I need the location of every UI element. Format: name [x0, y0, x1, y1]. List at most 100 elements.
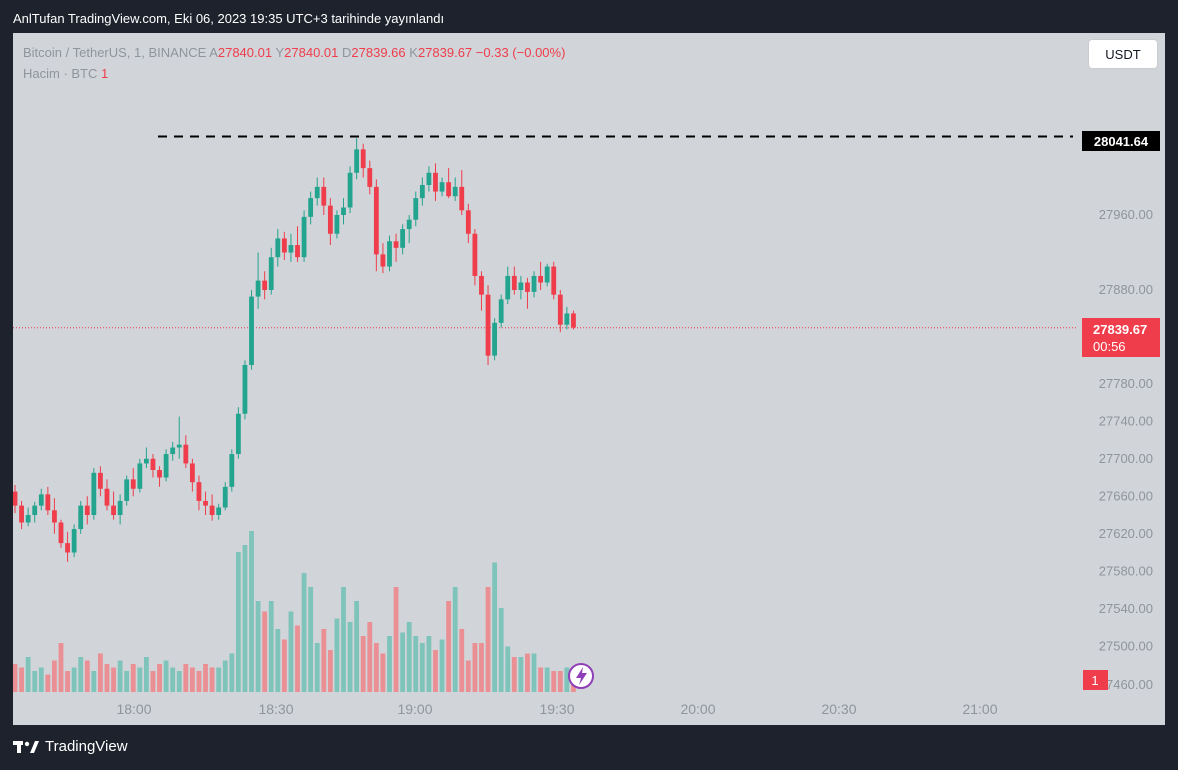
tradingview-footer[interactable]: TradingView — [13, 738, 128, 755]
y-tick-label: 27880.00 — [1099, 282, 1153, 297]
y-tick-label: 27540.00 — [1099, 601, 1153, 616]
volume-bar — [104, 664, 110, 692]
volume-bar — [45, 674, 51, 692]
candle-body — [367, 168, 373, 187]
candle-body — [52, 510, 57, 523]
volume-bar — [235, 552, 241, 692]
candle-body — [373, 186, 379, 255]
candle-body — [472, 233, 478, 276]
candle-body — [144, 458, 149, 464]
volume-bar — [347, 622, 353, 692]
chart-panel[interactable]: 27460.00 27500.00 27540.00 27580.00 27620.00… — [13, 33, 1165, 725]
candle-body — [203, 500, 208, 506]
last-price-tag — [1082, 318, 1160, 357]
candle-body — [511, 275, 517, 290]
candle-body — [465, 210, 471, 234]
volume-tag-label: 1 — [1091, 673, 1098, 688]
volume-bar — [498, 608, 504, 692]
volume-bar — [426, 636, 432, 692]
volume-bar — [38, 667, 44, 692]
candle-body — [84, 505, 90, 515]
candle-body — [222, 486, 228, 508]
low-value: 27839.66 — [351, 45, 406, 60]
low-label: D — [342, 45, 352, 60]
candle-body — [124, 479, 130, 501]
volume-bar — [452, 587, 458, 692]
candle-body — [439, 182, 445, 192]
volume-bar — [144, 657, 149, 692]
candle-body — [157, 470, 162, 478]
candle-body — [479, 275, 484, 295]
volume-label[interactable]: Hacim · BTC — [23, 66, 98, 81]
high-price-label: 28041.64 — [1094, 134, 1149, 149]
x-tick-label: 21:00 — [962, 701, 997, 717]
candle-body — [117, 500, 123, 515]
candle-body — [189, 463, 195, 483]
candle-body — [249, 296, 254, 365]
volume-bar — [25, 657, 31, 692]
y-tick-label: 27780.00 — [1099, 376, 1153, 391]
y-tick-label: 27960.00 — [1099, 207, 1153, 222]
candle-body — [216, 507, 222, 515]
volume-tag — [1083, 670, 1108, 690]
volume-bar — [98, 653, 103, 692]
publish-header: AnlTufan TradingView.com, Eki 06, 2023 1… — [13, 11, 445, 26]
close-value: 27839.67 — [417, 45, 473, 60]
volume-bar — [216, 667, 222, 692]
candle-body — [255, 280, 261, 297]
candle-body — [419, 185, 425, 199]
candle-body — [492, 322, 498, 356]
volume-bar — [321, 629, 327, 692]
candle-body — [459, 186, 465, 211]
currency-button[interactable]: USDT — [1088, 39, 1158, 69]
candle-body — [295, 245, 300, 258]
volume-bar — [196, 671, 202, 692]
volume-value: 1 — [101, 66, 109, 81]
volume-bar — [242, 545, 248, 692]
y-tick-label: 27620.00 — [1099, 526, 1153, 541]
candle-body — [268, 257, 274, 290]
candle-body — [150, 458, 156, 470]
volume-bar — [393, 587, 399, 692]
volume-bar — [288, 611, 294, 692]
volume-bar — [249, 531, 254, 692]
candlestick-chart[interactable]: 27460.00 27500.00 27540.00 27580.00 27620.00… — [13, 33, 1165, 725]
volume-bar — [419, 643, 425, 692]
volume-bar — [531, 653, 537, 692]
volume-bar — [538, 667, 543, 692]
volume-bar — [170, 667, 176, 692]
candle-body — [557, 294, 563, 325]
x-tick-label: 20:00 — [680, 701, 715, 717]
volume-bar — [137, 667, 143, 692]
volume-bar — [505, 646, 511, 692]
candle-body — [426, 172, 432, 185]
candle-body — [531, 275, 537, 292]
candle-body — [111, 505, 116, 515]
symbol-name[interactable]: Bitcoin / TetherUS, 1, BINANCE — [23, 45, 207, 60]
volume-bar — [229, 653, 235, 692]
candle-body — [347, 172, 353, 208]
candle-body — [301, 216, 307, 258]
candle-body — [288, 245, 294, 253]
volume-bar — [32, 671, 38, 692]
volume-bar — [459, 629, 465, 692]
y-tick-label: 27740.00 — [1099, 413, 1153, 428]
volume-bar — [557, 671, 563, 692]
open-value: 27840.01 — [217, 45, 273, 60]
x-tick-label: 18:00 — [116, 701, 151, 717]
volume-bar — [511, 657, 517, 692]
volume-bar — [485, 587, 491, 692]
candle-body — [242, 365, 248, 414]
candle-body — [551, 266, 557, 295]
y-tick-label: 27580.00 — [1099, 563, 1153, 578]
volume-bar — [150, 671, 156, 692]
candle-body — [387, 241, 392, 267]
volume-bar — [360, 636, 366, 692]
volume-bar — [308, 587, 314, 692]
volume-bar — [111, 667, 116, 692]
candle-body — [45, 494, 51, 511]
volume-bar — [564, 667, 570, 692]
candle-body — [334, 215, 340, 234]
candle-body — [327, 205, 333, 234]
volume-bar — [400, 632, 406, 692]
